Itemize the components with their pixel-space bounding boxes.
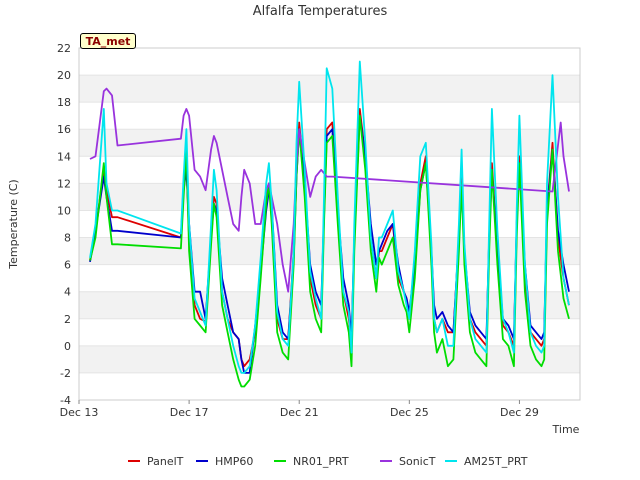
series-line-nr01-prt bbox=[89, 114, 570, 388]
x-tick-label: Dec 17 bbox=[170, 406, 209, 419]
x-tick-label: Dec 13 bbox=[60, 406, 99, 419]
series-line-am25t-prt bbox=[89, 60, 570, 374]
grid-band bbox=[79, 237, 580, 265]
y-tick-label: 22 bbox=[57, 42, 71, 55]
y-tick-label: 8 bbox=[64, 232, 71, 245]
series-line-sonict bbox=[89, 87, 570, 293]
y-tick-label: -2 bbox=[60, 367, 71, 380]
grid-band bbox=[79, 345, 580, 373]
legend-item-sonict: SonicT bbox=[380, 455, 436, 468]
y-tick-label: 6 bbox=[64, 259, 71, 272]
legend-label: HMP60 bbox=[215, 455, 253, 468]
x-tick-label: Dec 25 bbox=[390, 406, 429, 419]
legend-item-am25t-prt: AM25T_PRT bbox=[445, 455, 528, 468]
plot-frame bbox=[78, 47, 581, 401]
legend-item-nr01-prt: NR01_PRT bbox=[274, 455, 349, 468]
legend-label: AM25T_PRT bbox=[464, 455, 528, 468]
y-tick-label: 12 bbox=[57, 177, 71, 190]
x-tick-label: Dec 21 bbox=[280, 406, 319, 419]
y-axis-label: Temperature (C) bbox=[7, 179, 20, 269]
grid-band bbox=[79, 291, 580, 319]
y-tick-label: 16 bbox=[57, 123, 71, 136]
y-tick-label: 10 bbox=[57, 204, 71, 217]
legend-label: NR01_PRT bbox=[293, 455, 349, 468]
legend-item-hmp60: HMP60 bbox=[196, 455, 253, 468]
y-tick-label: 4 bbox=[64, 286, 71, 299]
y-tick-label: 2 bbox=[64, 313, 71, 326]
legend-label: PanelT bbox=[147, 455, 184, 468]
x-tick-label: Dec 29 bbox=[500, 406, 539, 419]
x-axis-label: Time bbox=[552, 423, 580, 436]
legend-label: SonicT bbox=[399, 455, 436, 468]
legend-item-panelt: PanelT bbox=[128, 455, 184, 468]
station-badge: TA_met bbox=[80, 33, 136, 49]
y-tick-label: 18 bbox=[57, 96, 71, 109]
chart-title: Alfalfa Temperatures bbox=[253, 4, 388, 19]
y-tick-label: 0 bbox=[64, 340, 71, 353]
y-tick-label: 20 bbox=[57, 69, 71, 82]
y-tick-label: -4 bbox=[60, 394, 71, 407]
y-tick-label: 14 bbox=[57, 150, 71, 163]
